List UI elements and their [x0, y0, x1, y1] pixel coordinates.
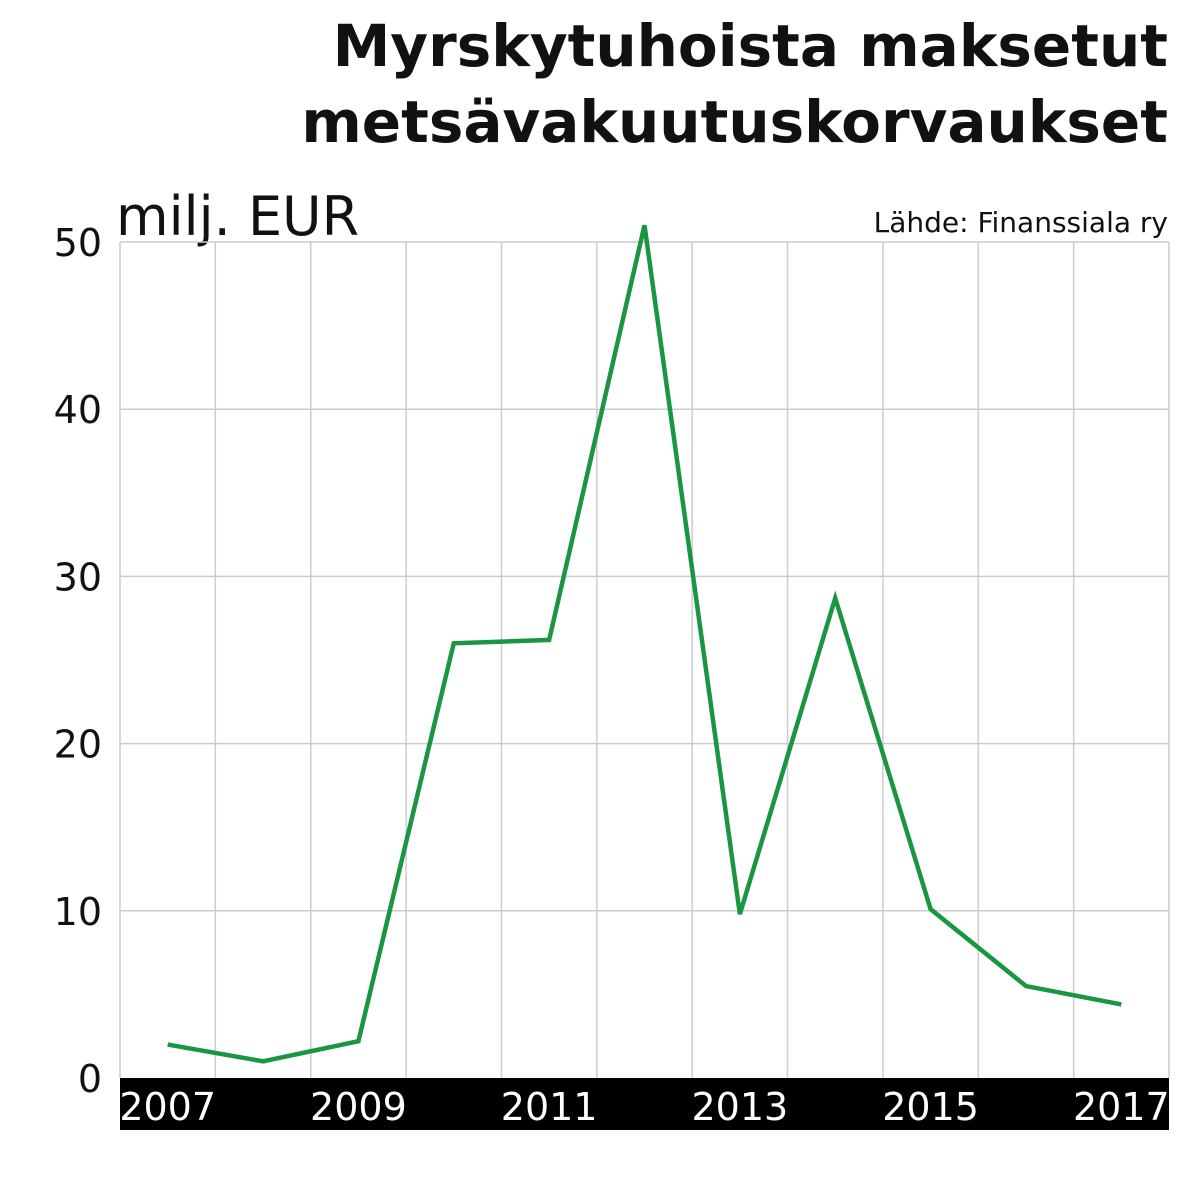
x-tick-label: 2011 — [501, 1085, 598, 1129]
y-tick-label: 30 — [54, 555, 102, 599]
y-tick-label: 40 — [54, 388, 102, 432]
y-tick-label: 0 — [78, 1057, 102, 1101]
series-line — [167, 224, 1122, 1064]
x-tick-label: 2007 — [119, 1085, 216, 1129]
chart-title-line-1: Myrskytuhoista maksetut — [333, 12, 1168, 80]
x-tick-label: 2015 — [882, 1085, 979, 1129]
x-tick-label: 2013 — [692, 1085, 789, 1129]
x-axis-ticks: 2007 2009 2011 2013 2015 2017 — [119, 1085, 1169, 1129]
x-tick-label: 2009 — [310, 1085, 407, 1129]
y-tick-label: 50 — [54, 221, 102, 265]
x-axis-band — [120, 1078, 1169, 1130]
y-tick-label: 20 — [54, 723, 102, 767]
source-note: Lähde: Finanssiala ry — [874, 206, 1168, 239]
series-layer — [167, 224, 1122, 1064]
x-tick-label: 2017 — [1073, 1085, 1170, 1129]
y-tick-label: 10 — [54, 890, 102, 934]
grid — [119, 241, 1170, 1078]
chart-title-line-2: metsävakuutuskorvaukset — [301, 88, 1168, 156]
y-axis-label: milj. EUR — [116, 185, 359, 248]
y-axis-ticks: 0 10 20 30 40 50 — [54, 221, 102, 1101]
